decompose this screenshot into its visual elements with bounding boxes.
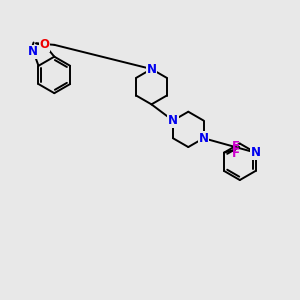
Text: O: O xyxy=(39,38,49,51)
Text: N: N xyxy=(250,146,261,159)
Text: F: F xyxy=(232,143,240,156)
Text: N: N xyxy=(199,132,208,145)
Text: N: N xyxy=(28,45,38,58)
Text: F: F xyxy=(232,147,240,160)
Text: F: F xyxy=(232,140,240,153)
Text: N: N xyxy=(146,62,157,76)
Text: N: N xyxy=(168,114,178,127)
